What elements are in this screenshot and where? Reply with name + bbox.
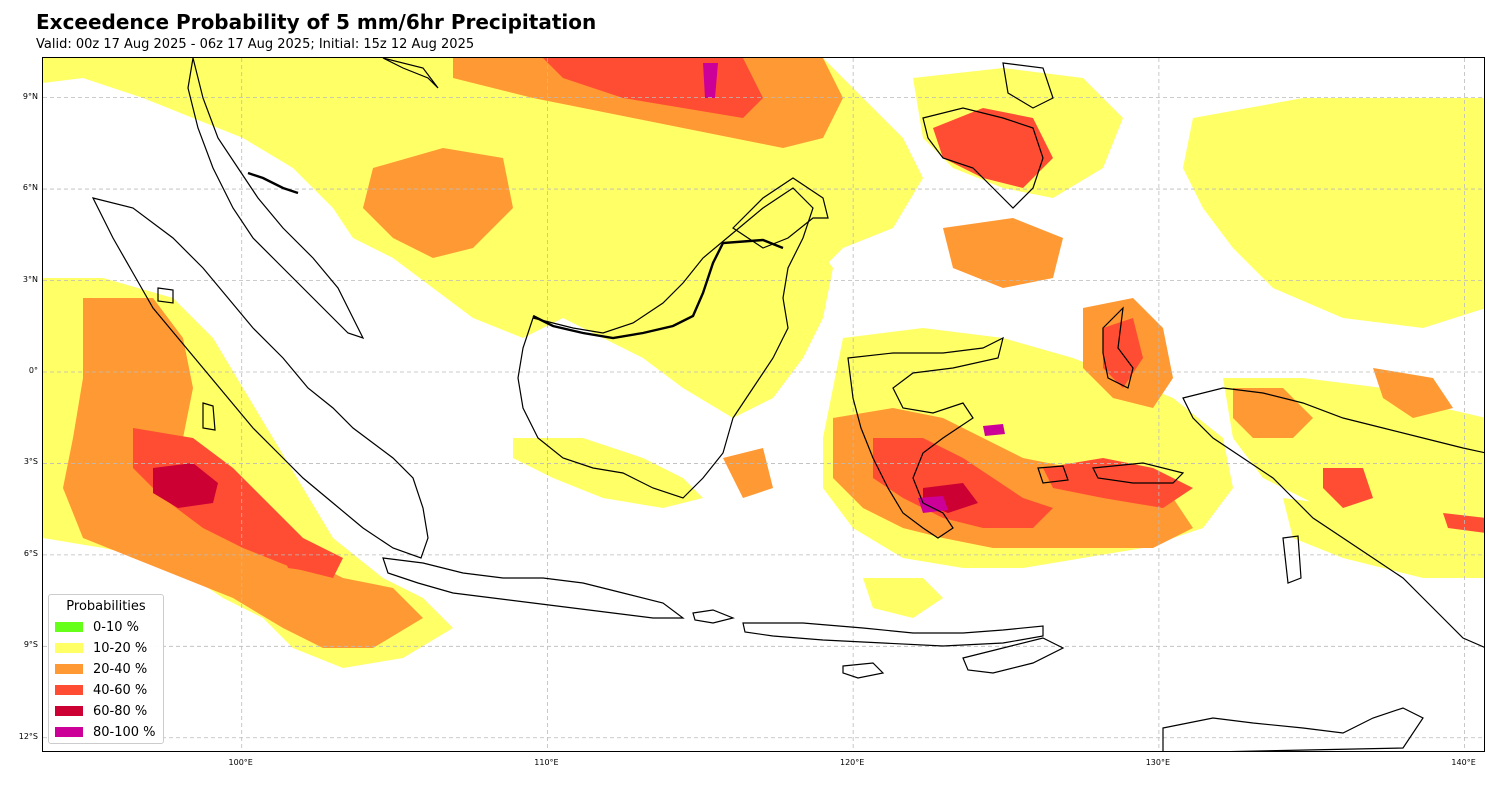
legend-swatch: [55, 727, 83, 737]
legend-label: 0-10 %: [93, 619, 139, 635]
coast-borneo: [517, 187, 814, 499]
precip-area-banda-magenta: [983, 424, 1005, 436]
coast-seram: [1092, 462, 1185, 484]
legend-label: 40-60 %: [93, 682, 148, 698]
precip-area-east: [1373, 368, 1453, 418]
legend-item: 80-100 %: [55, 722, 156, 742]
coast-bali-lombok: [692, 609, 735, 624]
coast-java: [382, 557, 685, 619]
precip-area-sulawesi-magenta: [918, 496, 948, 513]
legend-swatch: [55, 643, 83, 653]
precip-area-java-sea: [513, 438, 703, 508]
coast-malay-peninsula: [187, 58, 365, 340]
coast-buru: [1037, 465, 1069, 484]
legend-label: 60-80 %: [93, 703, 148, 719]
coast-timor: [962, 637, 1065, 674]
map-panel: [42, 57, 1485, 752]
borders: [247, 171, 784, 340]
border-thailand-malaysia: [247, 171, 299, 195]
precip-area-north-central: [363, 148, 513, 258]
precip-area-pacific: [1183, 98, 1484, 328]
coast-indochina: [382, 58, 439, 89]
coast-new-guinea: [1182, 387, 1484, 648]
latitude-tick-label: 3°N: [22, 274, 38, 284]
precip-area-papua-red: [1323, 468, 1373, 508]
coast-mindanao: [922, 107, 1044, 209]
precip-area-flores: [863, 578, 943, 618]
longitude-tick-label: 130°E: [1145, 758, 1171, 767]
coast-sulawesi: [847, 336, 1004, 539]
legend-item: 60-80 %: [55, 701, 147, 721]
legend: Probabilities 0-10 % 10-20 % 20-40 % 40-…: [48, 594, 164, 744]
precip-area-borneo: [523, 198, 833, 418]
longitude-tick-label: 140°E: [1451, 758, 1476, 767]
coast-sumbawa-flores: [742, 622, 1044, 647]
precip-area-sumatra-darkred: [153, 463, 218, 508]
precip-area-celebes-sea: [943, 218, 1063, 288]
coast-siberut: [202, 402, 216, 431]
coastlines: [91, 58, 1484, 751]
longitude-tick-label: 120°E: [839, 758, 865, 767]
legend-swatch: [55, 685, 83, 695]
precip-area-arafura-red: [1443, 513, 1484, 533]
legend-label: 80-100 %: [93, 724, 156, 740]
legend-item: 20-40 %: [55, 659, 147, 679]
longitude-tick-label: 110°E: [534, 758, 559, 767]
precip-area-kalimantan-south: [723, 448, 773, 498]
coast-australia-north: [1162, 707, 1424, 751]
coast-borneo-north: [732, 177, 829, 249]
latitude-tick-label: 9°S: [23, 640, 38, 650]
legend-swatch: [55, 622, 83, 632]
precip-area-arafura: [1283, 498, 1484, 578]
coast-nias: [157, 287, 174, 304]
coast-philippines-north: [1002, 62, 1054, 109]
coast-aru: [1282, 535, 1302, 584]
coast-sumatra: [91, 197, 429, 559]
latitude-tick-label: 0°: [28, 365, 38, 375]
legend-item: 10-20 %: [55, 638, 147, 658]
legend-label: 10-20 %: [93, 640, 148, 656]
precip-area-philippines-red: [933, 108, 1053, 188]
legend-swatch: [55, 664, 83, 674]
legend-swatch: [55, 706, 83, 716]
latitude-tick-label: 9°N: [22, 91, 38, 101]
map-subtitle: Valid: 00z 17 Aug 2025 - 06z 17 Aug 2025…: [36, 37, 475, 52]
legend-item: 0-10 %: [55, 617, 139, 637]
latitude-tick-label: 6°S: [23, 548, 38, 558]
map-title: Exceedence Probability of 5 mm/6hr Preci…: [36, 10, 597, 34]
precip-area-moluccas-red: [1103, 318, 1143, 388]
precip-area-north-magenta: [703, 63, 718, 98]
precip-area-java-red: [283, 553, 333, 573]
latitude-tick-label: 6°N: [22, 183, 38, 193]
map-canvas: [43, 58, 1484, 751]
border-malaysia-indonesia: [532, 238, 784, 340]
precip-area-andaman: [63, 298, 423, 648]
latitude-tick-label: 12°S: [18, 731, 38, 741]
coast-sumba: [842, 662, 885, 679]
coast-halmahera: [1102, 306, 1134, 389]
longitude-tick-label: 100°E: [228, 758, 253, 767]
legend-label: 20-40 %: [93, 661, 148, 677]
precip-area-banda-red: [1043, 458, 1193, 508]
legend-title: Probabilities: [66, 599, 146, 614]
latitude-tick-label: 3°S: [23, 457, 38, 467]
legend-item: 40-60 %: [55, 680, 147, 700]
precipitation-layer: [43, 58, 1484, 668]
